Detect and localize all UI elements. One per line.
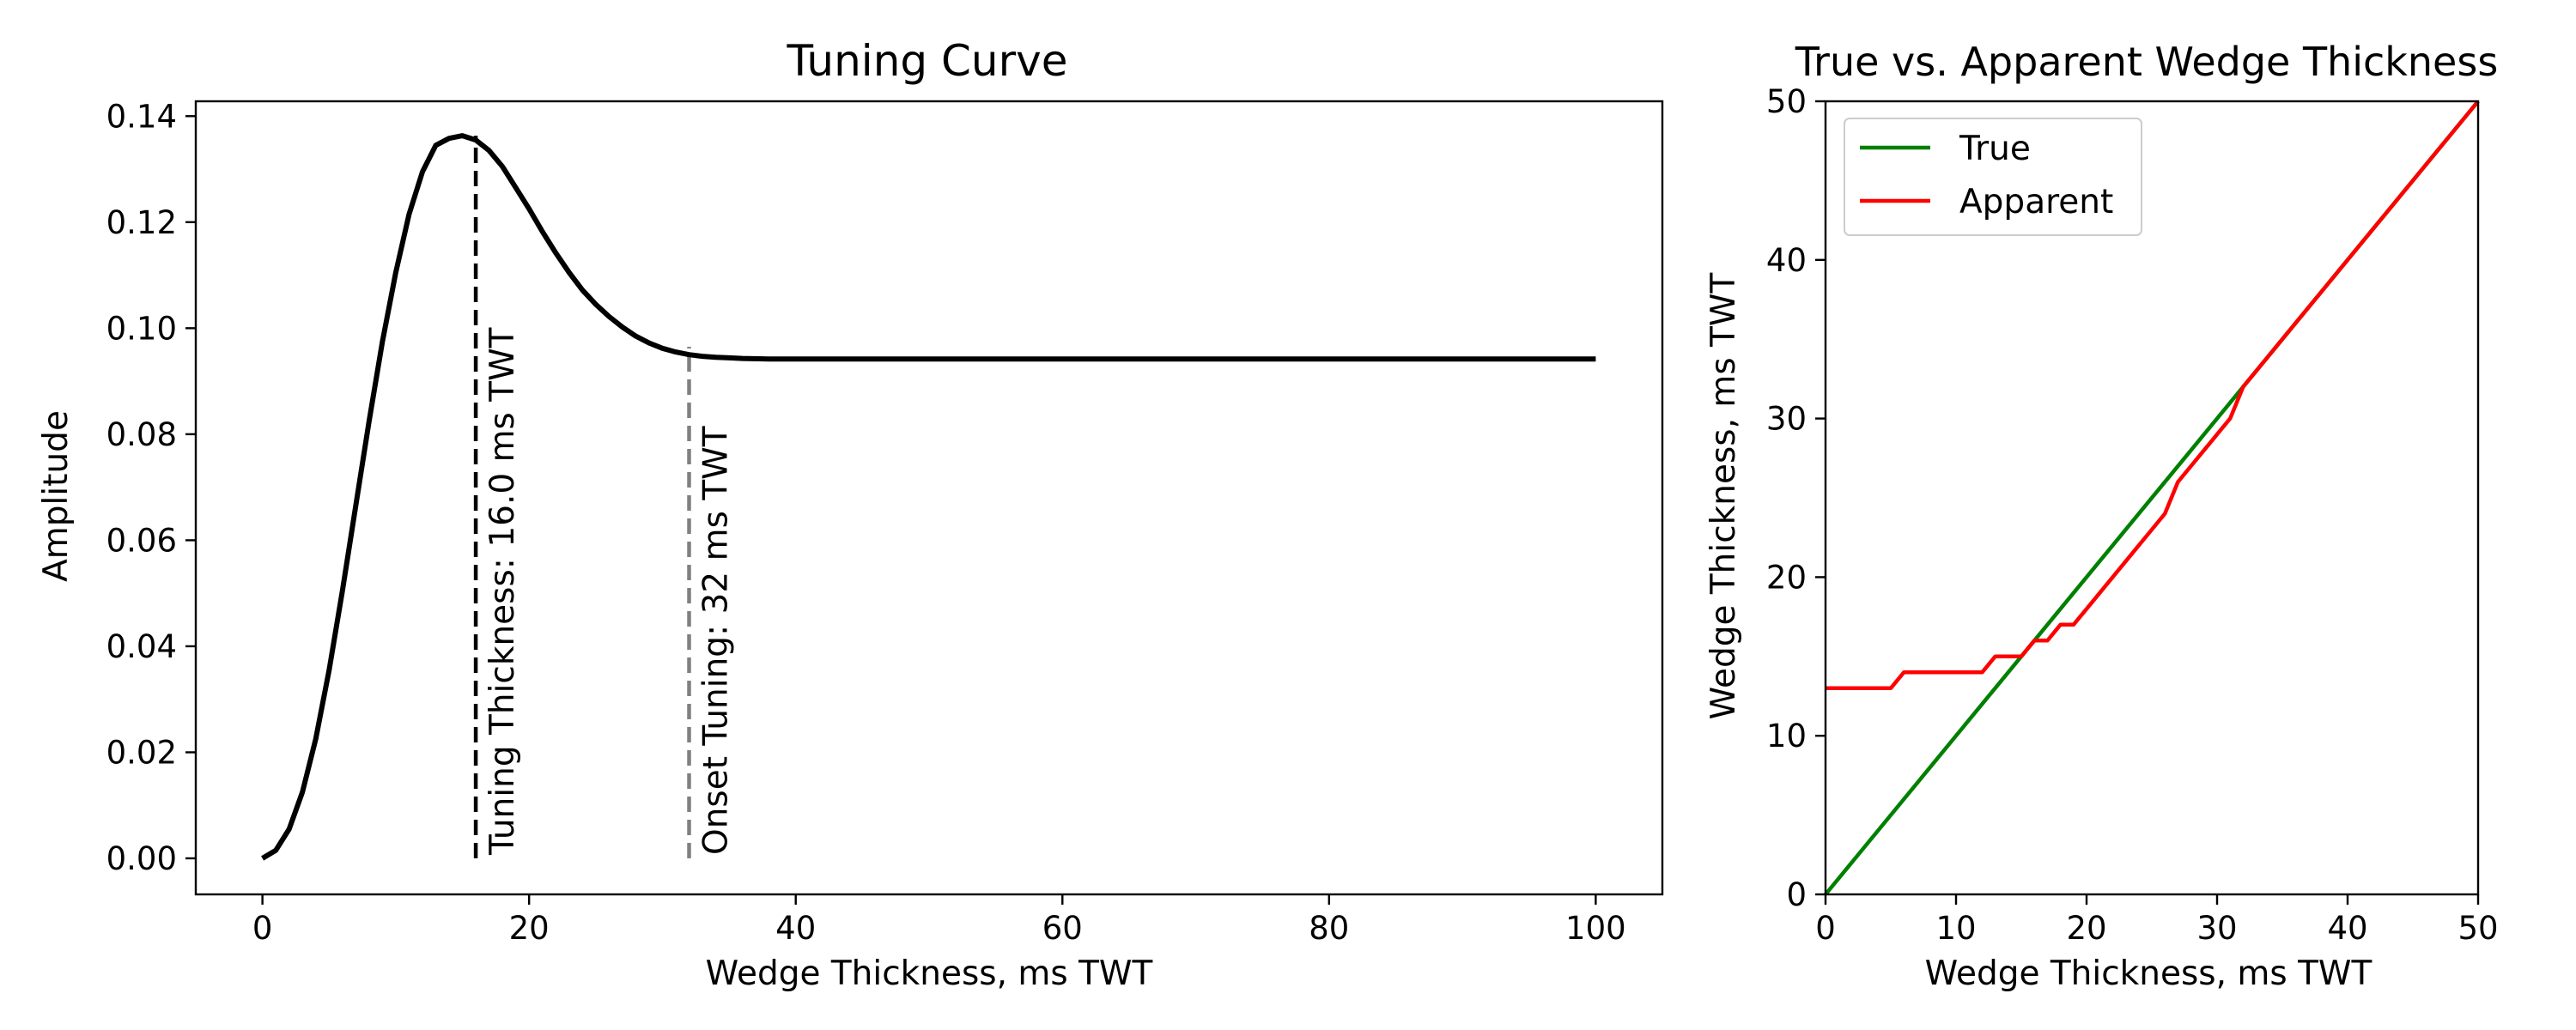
y-tick-label: 20 xyxy=(1766,559,1807,596)
y-tick-label: 30 xyxy=(1766,401,1807,438)
x-tick-label: 60 xyxy=(1042,910,1083,947)
y-tick-label: 0.04 xyxy=(106,628,177,665)
legend-label-true: True xyxy=(1959,130,2031,168)
y-tick-label: 0.10 xyxy=(106,310,177,347)
x-tick-label: 10 xyxy=(1935,910,1976,947)
x-tick-label: 30 xyxy=(2196,910,2237,947)
y-tick-label: 0.12 xyxy=(106,204,177,241)
x-tick-label: 20 xyxy=(2066,910,2106,947)
x-tick-label: 100 xyxy=(1565,910,1626,947)
y-tick-label: 0.06 xyxy=(106,522,177,559)
y-axis-label: Wedge Thickness, ms TWT xyxy=(1704,273,1743,720)
x-axis-label: Wedge Thickness, ms TWT xyxy=(706,954,1153,993)
x-tick-label: 40 xyxy=(2327,910,2367,947)
y-axis-label: Amplitude xyxy=(37,410,76,582)
y-tick-label: 50 xyxy=(1766,83,1807,120)
x-tick-label: 0 xyxy=(1815,910,1836,947)
x-tick-label: 20 xyxy=(509,910,550,947)
legend-label-apparent: Apparent xyxy=(1959,183,2113,221)
y-tick-label: 10 xyxy=(1766,718,1807,754)
x-tick-label: 40 xyxy=(775,910,816,947)
y-tick-label: 0.00 xyxy=(106,840,177,877)
y-tick-label: 0.08 xyxy=(106,416,177,453)
legend: True Apparent xyxy=(1844,118,2142,235)
x-tick-label: 80 xyxy=(1309,910,1349,947)
annotation-label: Tuning Thickness: 16.0 ms TWT xyxy=(483,327,522,856)
x-tick-label: 0 xyxy=(252,910,273,947)
annotation-label: Onset Tuning: 32 ms TWT xyxy=(697,426,736,855)
chart-title: True vs. Apparent Wedge Thickness xyxy=(1795,39,2499,85)
x-axis-label: Wedge Thickness, ms TWT xyxy=(1925,954,2372,993)
y-tick-label: 0 xyxy=(1786,876,1807,913)
y-tick-label: 40 xyxy=(1766,242,1807,279)
y-tick-label: 0.02 xyxy=(106,734,177,771)
chart-title: Tuning Curve xyxy=(786,36,1067,86)
y-tick-label: 0.14 xyxy=(106,98,177,135)
x-tick-label: 50 xyxy=(2458,910,2498,947)
